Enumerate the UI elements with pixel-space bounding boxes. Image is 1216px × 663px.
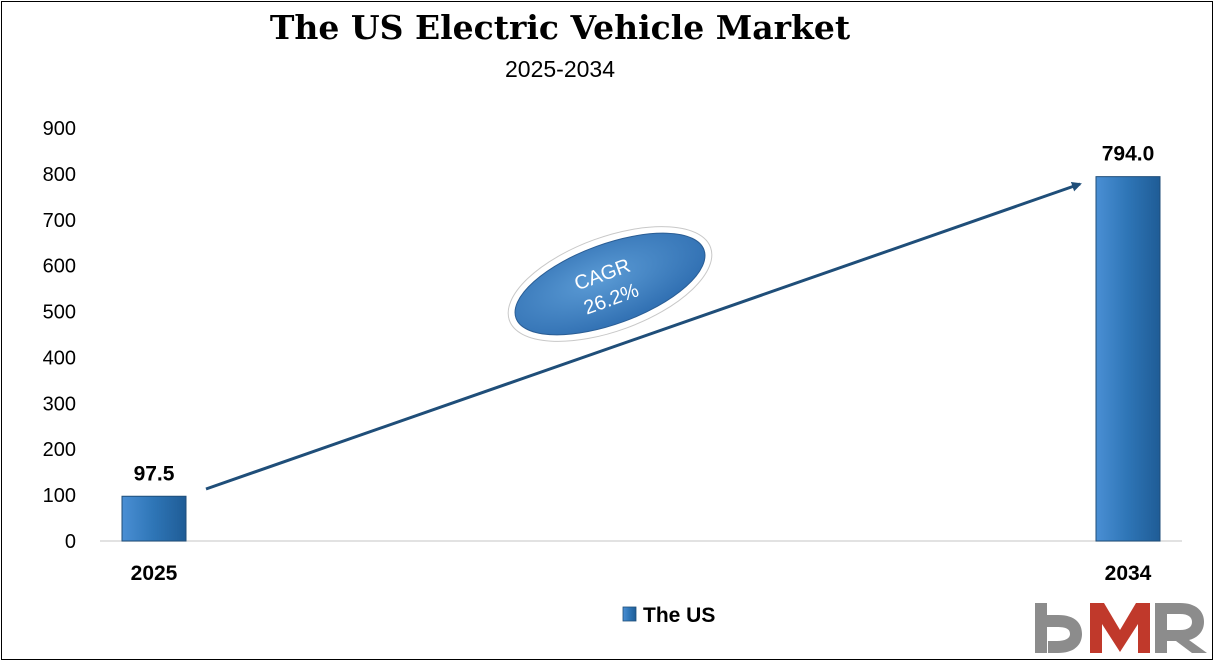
y-tick-label: 0 bbox=[65, 531, 76, 553]
logo-letter-d bbox=[1035, 603, 1082, 653]
x-tick-label-2034: 2034 bbox=[1105, 562, 1152, 585]
legend-label: The US bbox=[643, 604, 715, 627]
bars-group: 97.5 2025 794.0 2034 bbox=[121, 143, 1161, 585]
y-axis: 0 100 200 300 400 500 600 700 800 900 bbox=[43, 118, 76, 553]
chart-subtitle: 2025-2034 bbox=[505, 56, 615, 82]
x-tick-label-2025: 2025 bbox=[131, 562, 178, 585]
y-tick-label: 700 bbox=[43, 210, 76, 232]
data-label-2025: 97.5 bbox=[134, 462, 175, 485]
logo-letter-r bbox=[1155, 603, 1207, 653]
bar-2025 bbox=[121, 495, 187, 542]
y-tick-label: 300 bbox=[43, 393, 76, 415]
y-tick-label: 800 bbox=[43, 164, 76, 186]
dmr-logo bbox=[1035, 603, 1207, 653]
y-tick-label: 400 bbox=[43, 347, 76, 369]
chart-title: The US Electric Vehicle Market bbox=[270, 8, 851, 47]
legend: The US bbox=[622, 604, 715, 627]
y-tick-label: 600 bbox=[43, 256, 76, 278]
data-label-2034: 794.0 bbox=[1102, 143, 1155, 166]
y-tick-label: 900 bbox=[43, 118, 76, 140]
logo-letter-m bbox=[1090, 603, 1150, 653]
cagr-badge: CAGR 26.2% bbox=[507, 226, 713, 342]
bar-2034 bbox=[1095, 176, 1161, 542]
y-tick-label: 100 bbox=[43, 485, 76, 507]
y-tick-label: 500 bbox=[43, 302, 76, 324]
cagr-arrow bbox=[205, 181, 1082, 491]
legend-swatch bbox=[622, 606, 637, 622]
y-tick-label: 200 bbox=[43, 439, 76, 461]
